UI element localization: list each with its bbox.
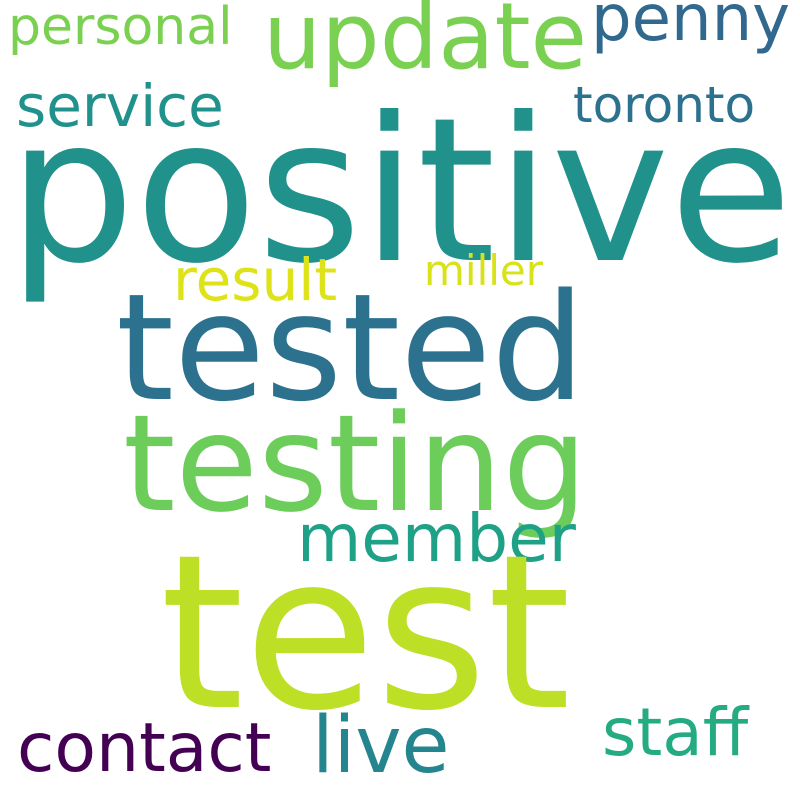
word-toronto: toronto — [573, 76, 756, 134]
word-tested: tested — [116, 262, 586, 434]
word-penny: penny — [591, 0, 790, 56]
word-live: live — [312, 701, 450, 791]
word-miller: miller — [424, 246, 544, 295]
word-positive: positive — [8, 75, 793, 308]
word-service: service — [16, 72, 224, 140]
word-test: test — [160, 509, 571, 758]
word-testing: testing — [123, 386, 588, 542]
word-result: result — [173, 246, 338, 314]
word-personal: personal — [8, 0, 233, 57]
word-update: update — [263, 0, 588, 90]
word-member: member — [297, 500, 576, 577]
word-contact: contact — [17, 709, 272, 788]
word-staff: staff — [602, 694, 749, 771]
